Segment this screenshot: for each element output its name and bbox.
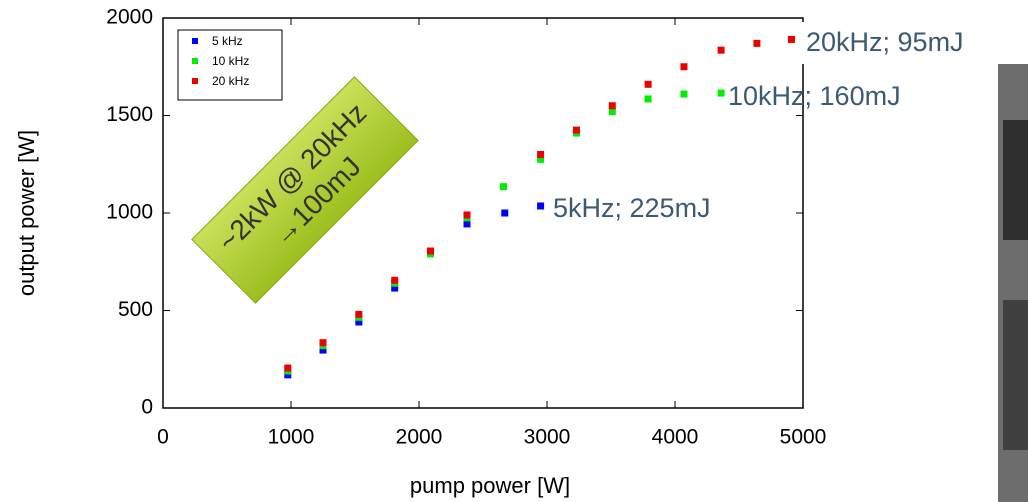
point [319, 346, 327, 354]
point [717, 46, 725, 54]
point [680, 63, 688, 71]
point [284, 364, 292, 372]
photo-detail [1003, 300, 1028, 450]
banner: ~2kW @ 20kHz→100mJ [191, 76, 419, 304]
x-tick-label: 2000 [396, 426, 443, 449]
point [463, 211, 471, 219]
y-tick-label: 2000 [106, 6, 153, 29]
point [537, 155, 545, 163]
annotation: 20kHz; 95mJ [806, 27, 964, 57]
point [608, 102, 616, 110]
y-tick-label: 0 [141, 396, 153, 419]
point [463, 220, 471, 228]
point [717, 89, 725, 97]
point [391, 284, 399, 292]
legend-label: 5 kHz [212, 34, 243, 48]
legend-label: 10 kHz [212, 54, 249, 68]
y-tick-label: 1500 [106, 103, 153, 126]
x-tick-label: 0 [157, 426, 169, 449]
annotation: 10kHz; 160mJ [728, 81, 901, 111]
annotation-box [802, 22, 1028, 64]
y-axis-label: output power [W] [14, 130, 39, 296]
point [499, 183, 507, 191]
point [572, 126, 580, 134]
point [787, 35, 795, 43]
point [608, 108, 616, 116]
photo-detail [1003, 120, 1028, 240]
x-tick-label: 3000 [524, 426, 571, 449]
point [537, 151, 545, 158]
x-tick-label: 1000 [268, 426, 315, 449]
point [644, 80, 652, 88]
point [284, 371, 292, 379]
annotation: 5kHz; 225mJ [553, 193, 711, 223]
x-tick-label: 4000 [652, 426, 699, 449]
point [355, 310, 363, 318]
point [753, 39, 761, 47]
point [501, 209, 509, 217]
point [427, 247, 435, 255]
legend-marker [192, 78, 198, 84]
point [537, 202, 545, 210]
y-tick-label: 500 [118, 298, 153, 321]
legend-marker [192, 58, 198, 64]
point [319, 339, 327, 347]
x-tick-label: 5000 [780, 426, 827, 449]
y-tick-label: 1000 [106, 201, 153, 224]
point [355, 318, 363, 326]
legend-label: 20 kHz [212, 74, 249, 88]
banner-shape [191, 76, 419, 304]
point [391, 276, 399, 284]
point [644, 95, 652, 103]
legend-marker [192, 38, 198, 44]
x-axis-label: pump power [W] [410, 473, 570, 498]
point [680, 90, 688, 98]
